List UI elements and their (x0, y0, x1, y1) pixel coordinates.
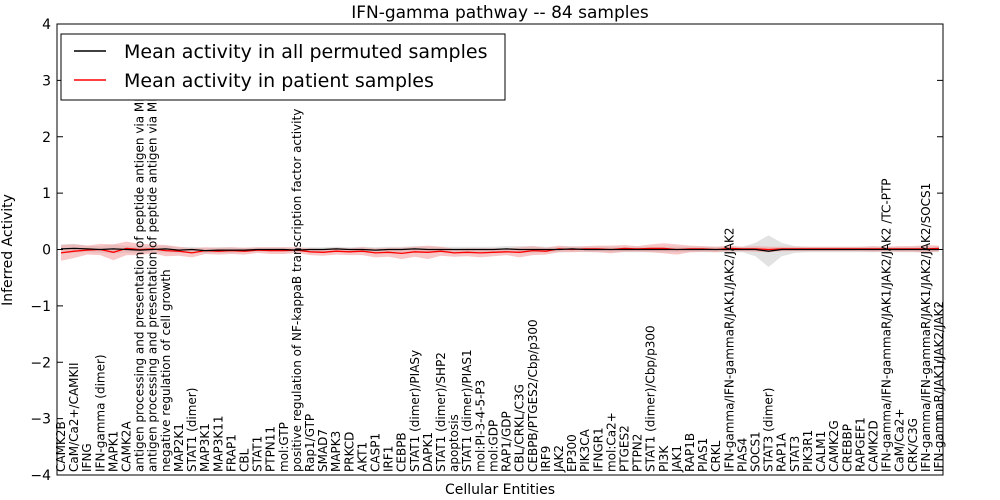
x-tick-label: CEBPB (395, 432, 409, 472)
x-tick-label: RAPGEF1 (853, 417, 867, 472)
x-tick-label: STAT1 (dimer)/SHP2 (434, 352, 448, 472)
x-tick-label: STAT3 (dimer) (762, 388, 776, 472)
chart-title: IFN-gamma pathway -- 84 samples (351, 3, 649, 23)
x-tick-label: PIK3R1 (801, 430, 815, 472)
x-tick-label: mol:Ca2+ (604, 412, 618, 472)
x-tick-label: CEBPB/PTGES2/Cbp/p300 (526, 319, 540, 472)
x-tick-label: CAMK2G (827, 420, 841, 472)
x-tick-label: SOCS1 (749, 431, 763, 472)
x-tick-label: IFN-gamma/IFN-gammaR/JAK1/JAK2/JAK2 (722, 227, 736, 472)
y-tick-label: 2 (42, 130, 51, 146)
band-series-1 (61, 241, 939, 261)
x-tick-label: JAK1 (670, 445, 684, 473)
x-tick-label: MAP3K11 (211, 415, 225, 472)
plot-frame (56, 23, 944, 476)
x-tick-label: RAP1A (775, 432, 789, 472)
x-tick-label: CRK/C3G (906, 418, 920, 472)
x-tick-label: IRF1 (382, 446, 396, 472)
x-tick-label: PI3K (657, 445, 671, 472)
x-tick-label: PRKCD (342, 432, 356, 472)
x-tick-label: CBL (238, 448, 252, 472)
x-tick-label: mol:GTP (277, 422, 291, 472)
x-tick-label: DAPK1 (421, 432, 435, 472)
y-tick-label: 3 (42, 73, 51, 89)
x-tick-label: PIK3CA (578, 428, 592, 472)
x-tick-label: antigen processing and presentation of p… (133, 43, 147, 472)
x-tick-label: CAMK2B (54, 421, 68, 472)
x-tick-label: mol:PI-3-4-5-P3 (473, 380, 487, 472)
x-tick-label: PTPN11 (264, 426, 278, 472)
x-tick-label: STAT1 (dimer)/PIAS1 (460, 349, 474, 472)
x-tick-label: antigen processing and presentation of p… (146, 40, 160, 472)
x-tick-label: PIAS4 (735, 438, 749, 472)
x-tick-label: apoptosis (447, 414, 461, 472)
x-tick-label: negative regulation of cell growth (159, 269, 173, 472)
x-tick-labels: CAMK2B CaM/Ca2+/CAMKII IFNG IFN-gamma (dime… (54, 40, 946, 473)
x-tick-label: STAT1 (dimer) (185, 388, 199, 472)
x-tick-label: STAT1 (dimer)/Cbp/p300 (644, 325, 658, 472)
x-tick-label: FRAP1 (224, 434, 238, 472)
x-tick-label: Rap1/GTP (303, 414, 317, 472)
x-tick-label: CaM/Ca2+/CAMKII (67, 363, 81, 472)
x-tick-label: IFN-gamma/IFN-gammaR/JAK1/JAK2/JAK2/SOCS… (919, 183, 933, 472)
x-tick-label: CASP1 (369, 433, 383, 472)
y-tick-label: −3 (30, 412, 51, 428)
x-tick-label: CRKL (709, 440, 723, 472)
x-tick-label: RAP1/GDP (500, 411, 514, 472)
x-tick-label: PIAS1 (696, 438, 710, 472)
x-tick-label: STAT1 (251, 436, 265, 472)
legend-box (60, 33, 506, 101)
y-tick-label: 4 (42, 17, 51, 33)
y-tick-label: −1 (30, 299, 51, 315)
x-tick-label: positive regulation of NF-kappaB transcr… (290, 109, 304, 472)
x-tick-label: MAPK3 (329, 431, 343, 472)
x-tick-label: RAP1B (683, 433, 697, 472)
legend-label-permuted: Mean activity in all permuted samples (124, 41, 487, 63)
legend: Mean activity in all permuted samples Me… (60, 33, 506, 101)
x-tick-label: CBL/CRKL/C3G (513, 384, 527, 472)
x-tick-label: CREBBP (840, 424, 854, 472)
x-tick-label: IFNGR1 (591, 427, 605, 472)
x-tick-label: MAPK1 (106, 431, 120, 472)
x-tick-label: PTPN2 (631, 434, 645, 472)
x-tick-label: EP300 (565, 434, 579, 472)
x-tick-label: CAMK2D (867, 420, 881, 472)
x-axis-label: Cellular Entities (445, 482, 555, 498)
x-tick-label: JAK2 (552, 445, 566, 473)
x-tick-label: IFNG (80, 443, 94, 472)
x-tick-label: STAT3 (788, 436, 802, 472)
x-tick-label: IFN-gammaR/JAK1/JAK2/JAK2 (932, 301, 946, 472)
x-tick-label: IRF9 (539, 446, 553, 472)
line-series-0 (60, 247, 939, 252)
y-tick-label: −2 (30, 355, 51, 371)
y-tick-label: 0 (42, 243, 51, 259)
x-tick-label: MAP3K1 (198, 423, 212, 472)
x-tick-label: MAP2K1 (172, 423, 186, 472)
x-tick-label: mol:GDP (486, 420, 500, 472)
y-tick-label: 1 (42, 186, 51, 202)
y-axis-label: Inferred Activity (0, 194, 16, 306)
x-tick-label: AKT1 (355, 442, 369, 472)
x-tick-label: PTGES2 (618, 425, 632, 472)
x-tick-label: CaM/Ca2+ (893, 408, 907, 472)
y-tick-label: −4 (30, 468, 51, 484)
series-lines (60, 247, 940, 255)
x-tick-label: STAT1 (dimer)/PIASy (408, 350, 422, 472)
x-tick-label: IFN-gamma/IFN-gammaR/JAK1/JAK2/JAK2 /TC-… (880, 178, 894, 472)
confidence-bands (61, 235, 939, 267)
x-tick-label: CAMK2A (120, 421, 134, 472)
legend-label-patient: Mean activity in patient samples (124, 70, 434, 92)
x-tick-label: IFN-gamma (dimer) (93, 354, 107, 472)
x-tick-label: CALM1 (814, 431, 828, 472)
x-tick-label: SMAD7 (316, 429, 330, 472)
